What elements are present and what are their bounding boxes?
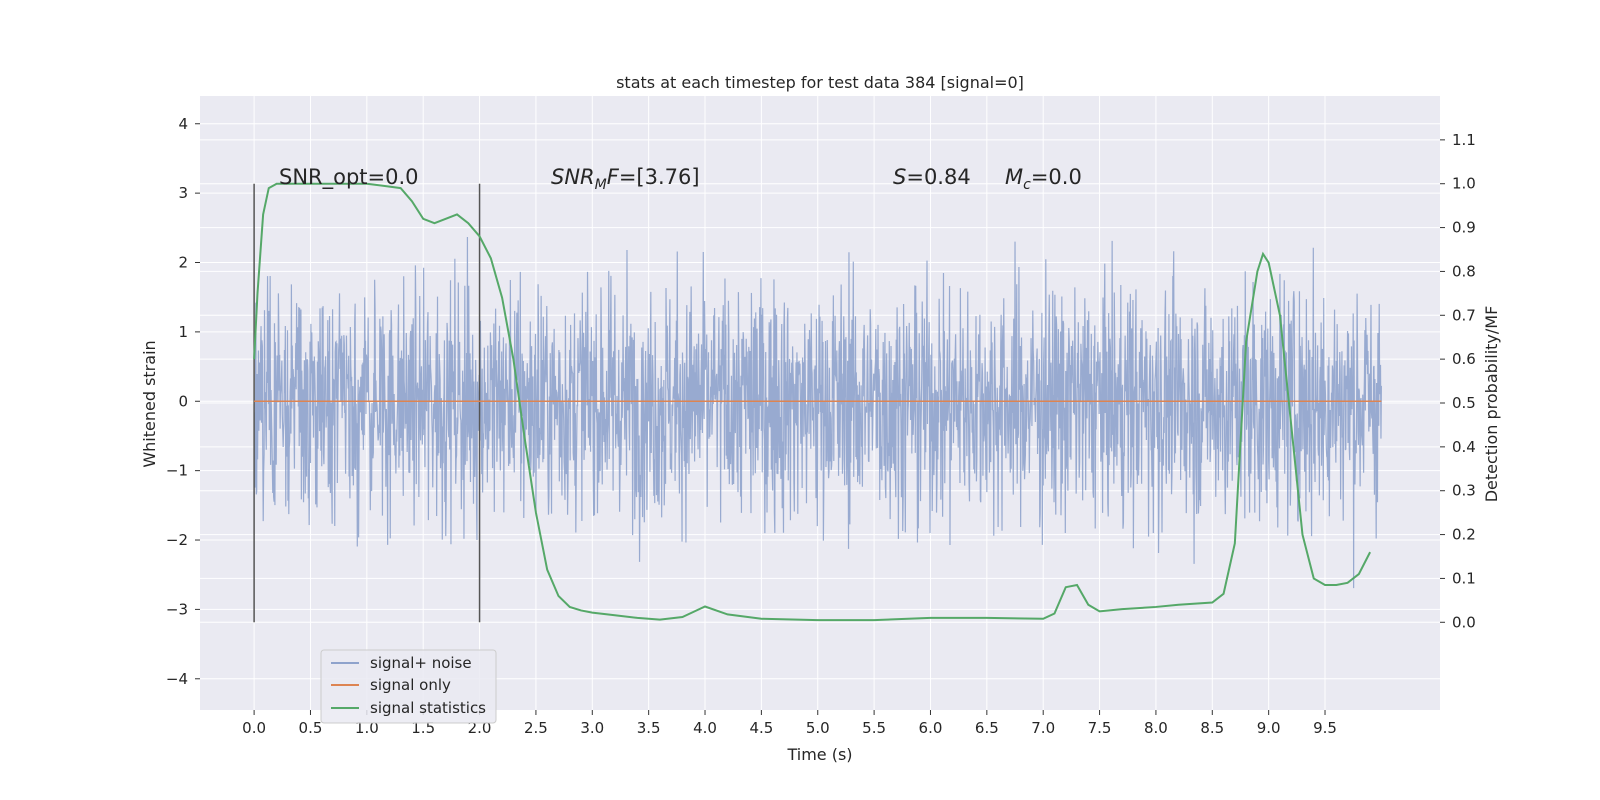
s-annotation: S=0.84: [893, 165, 971, 189]
snr-mf-subscript: M: [595, 177, 607, 193]
snr-opt-annotation: SNR_opt=0.0: [279, 165, 419, 190]
y2-tick-label: 0.2: [1452, 526, 1476, 544]
y2-tick-label: 1.0: [1452, 175, 1476, 193]
y2-tick-label: 0.9: [1452, 219, 1476, 237]
snr-mf-annotation: SNRMF=[3.76]: [551, 165, 700, 193]
snr-mf-symbol-2: F: [607, 165, 620, 189]
y2-tick-label: 0.0: [1452, 613, 1476, 631]
x-tick-label: 6.0: [919, 719, 943, 737]
x-tick-label: 5.5: [862, 719, 886, 737]
y-tick-label: −3: [166, 600, 188, 618]
mc-value: =0.0: [1031, 165, 1082, 189]
x-tick-label: 9.0: [1257, 719, 1281, 737]
segment-markers: [253, 183, 481, 623]
y2-tick-label: 0.8: [1452, 262, 1476, 280]
legend-box: [320, 649, 497, 724]
y2-tick-label: 0.1: [1452, 569, 1476, 587]
y-tick-label: −1: [166, 462, 188, 480]
legend-label-stats: signal statistics: [370, 699, 486, 717]
s-value: =0.84: [906, 165, 970, 189]
legend: signal+ noise signal only signal statist…: [320, 649, 497, 724]
x-tick-label: 4.0: [693, 719, 717, 737]
x-tick-label: 8.0: [1144, 719, 1168, 737]
x-tick-label: 6.5: [975, 719, 999, 737]
x-tick-label: 0.5: [299, 719, 323, 737]
signal-noise-trace: [253, 237, 1382, 589]
y2-tick-label: 1.1: [1452, 131, 1476, 149]
y-tick-label: 4: [178, 115, 188, 133]
x-tick-label: 3.0: [580, 719, 604, 737]
signal-noise-path: [253, 237, 1382, 589]
axis-ticks: 0.0 0.5 1.0 1.5 2.0 2.5 3.0 3.5 4.0 4.5 5.0 5.5 6.0 6…: [166, 115, 1476, 737]
mc-symbol: M: [1005, 165, 1023, 189]
x-tick-label: 8.5: [1200, 719, 1224, 737]
chart-title: stats at each timestep for test data 384…: [616, 73, 1024, 92]
y2-axis-label: Detection probability/MF: [1482, 306, 1501, 503]
x-axis-label: Time (s): [786, 745, 852, 764]
x-tick-label: 3.5: [637, 719, 661, 737]
x-tick-label: 4.5: [749, 719, 773, 737]
y2-tick-label: 0.5: [1452, 394, 1476, 412]
x-tick-label: 9.5: [1313, 719, 1337, 737]
x-tick-label: 0.0: [242, 719, 266, 737]
y-tick-label: 1: [178, 323, 188, 341]
y-tick-label: 0: [178, 392, 188, 410]
y-tick-label: 2: [178, 254, 188, 272]
signal-statistics-line: [253, 182, 1371, 622]
legend-label-noise: signal+ noise: [370, 654, 472, 672]
legend-label-signal: signal only: [370, 676, 451, 694]
y2-tick-label: 0.7: [1452, 306, 1476, 324]
y2-tick-label: 0.6: [1452, 350, 1476, 368]
y-tick-label: −4: [166, 670, 188, 688]
y2-tick-label: 0.4: [1452, 438, 1476, 456]
mc-annotation: Mc=0.0: [1005, 165, 1082, 193]
x-tick-label: 7.5: [1088, 719, 1112, 737]
mc-subscript: c: [1023, 177, 1031, 193]
x-tick-label: 5.0: [806, 719, 830, 737]
y-tick-label: 3: [178, 184, 188, 202]
x-tick-label: 2.5: [524, 719, 548, 737]
y-axis-label: Whitened strain: [140, 340, 159, 467]
y-tick-label: −2: [166, 531, 188, 549]
snr-mf-symbol: SNR: [551, 165, 595, 189]
y2-tick-label: 0.3: [1452, 482, 1476, 500]
snr-mf-value: =[3.76]: [619, 165, 700, 189]
x-tick-label: 7.0: [1031, 719, 1055, 737]
s-symbol: S: [893, 165, 906, 189]
